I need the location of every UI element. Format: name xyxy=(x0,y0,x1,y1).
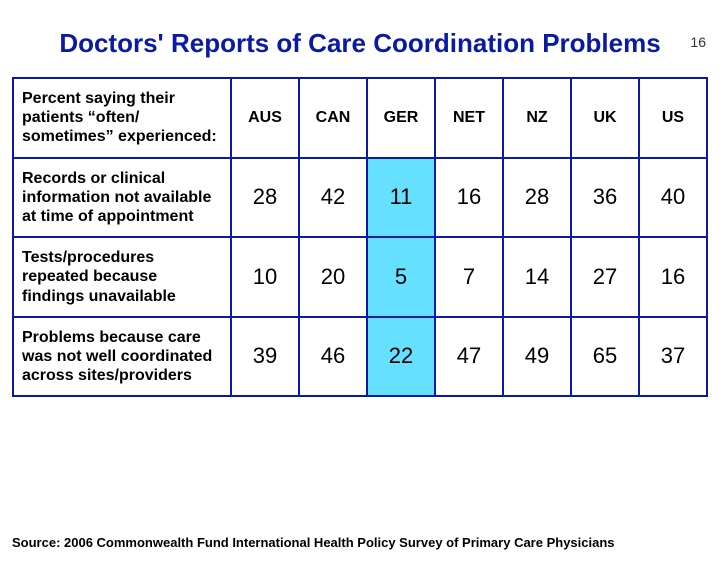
column-header: NET xyxy=(435,78,503,158)
row-label: Problems because care was not well coord… xyxy=(13,317,231,397)
cell-value: 10 xyxy=(231,237,299,317)
source-note: Source: 2006 Commonwealth Fund Internati… xyxy=(12,535,615,550)
page-number: 16 xyxy=(690,34,706,50)
cell-value: 36 xyxy=(571,158,639,238)
row-label: Records or clinical information not avai… xyxy=(13,158,231,238)
cell-value: 5 xyxy=(367,237,435,317)
data-table-container: Percent saying their patients “often/ so… xyxy=(12,77,708,397)
cell-value: 47 xyxy=(435,317,503,397)
cell-value: 49 xyxy=(503,317,571,397)
row-label: Tests/procedures repeated because findin… xyxy=(13,237,231,317)
table-row: Problems because care was not well coord… xyxy=(13,317,707,397)
cell-value: 20 xyxy=(299,237,367,317)
cell-value: 14 xyxy=(503,237,571,317)
cell-value: 40 xyxy=(639,158,707,238)
cell-value: 46 xyxy=(299,317,367,397)
page-title: Doctors' Reports of Care Coordination Pr… xyxy=(0,28,720,59)
column-header: UK xyxy=(571,78,639,158)
column-header: US xyxy=(639,78,707,158)
cell-value: 7 xyxy=(435,237,503,317)
cell-value: 16 xyxy=(639,237,707,317)
header-label-cell: Percent saying their patients “often/ so… xyxy=(13,78,231,158)
column-header: CAN xyxy=(299,78,367,158)
cell-value: 37 xyxy=(639,317,707,397)
cell-value: 16 xyxy=(435,158,503,238)
cell-value: 11 xyxy=(367,158,435,238)
column-header: GER xyxy=(367,78,435,158)
cell-value: 27 xyxy=(571,237,639,317)
cell-value: 28 xyxy=(503,158,571,238)
cell-value: 22 xyxy=(367,317,435,397)
column-header: NZ xyxy=(503,78,571,158)
column-header: AUS xyxy=(231,78,299,158)
data-table: Percent saying their patients “often/ so… xyxy=(12,77,708,397)
cell-value: 42 xyxy=(299,158,367,238)
cell-value: 65 xyxy=(571,317,639,397)
table-row: Records or clinical information not avai… xyxy=(13,158,707,238)
table-header-row: Percent saying their patients “often/ so… xyxy=(13,78,707,158)
cell-value: 28 xyxy=(231,158,299,238)
table-row: Tests/procedures repeated because findin… xyxy=(13,237,707,317)
cell-value: 39 xyxy=(231,317,299,397)
